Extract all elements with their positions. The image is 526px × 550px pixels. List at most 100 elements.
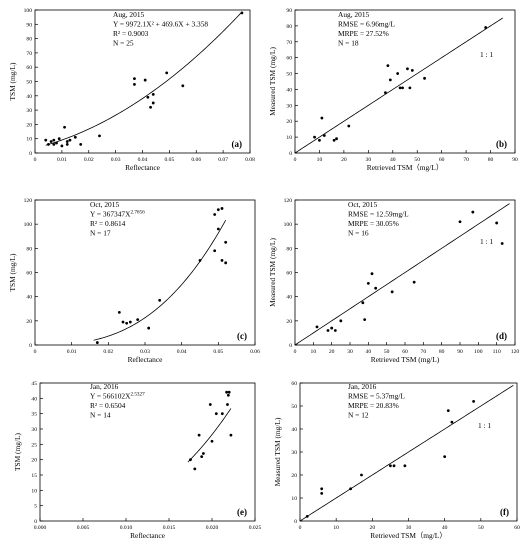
x-tick-label: 80 [488,157,494,163]
y-tick-label: 40 [31,396,37,402]
plot-frame [294,9,516,154]
data-point [181,84,185,88]
panel-label: (e) [237,507,247,517]
data-point [57,137,61,141]
one-to-one-line [294,17,503,154]
y-tick-label: 20 [291,473,297,479]
y-tick-label: 10 [286,135,292,141]
panel-label: (f) [500,507,509,517]
data-point [200,455,204,458]
y-tick-label: 40 [286,87,292,93]
data-point [401,86,404,90]
x-tick-label: 40 [442,525,448,531]
y-tick-label: 25 [31,442,37,448]
x-tick-label: 0.06 [191,157,201,163]
data-point [224,261,228,265]
x-tick-label: 60 [514,525,520,531]
y-tick-label: 40 [26,94,32,100]
x-tick-label: 50 [384,349,390,355]
annotation-line: Y = 9972.1X² + 469.6X + 3.358 [113,20,208,29]
x-tick-label: 0.01 [57,157,67,163]
data-point [305,515,309,518]
scatter-panel-d: 0 10 20 30 40 50 60 70 80 90 100 110 120 0 20 40 60 80 100… [268,198,519,364]
data-point [390,290,394,294]
x-tick-label: 20 [370,525,376,531]
x-tick-label: 20 [329,349,335,355]
data-point [360,473,363,477]
data-point [363,318,367,322]
data-point [366,281,370,285]
y-tick-label: 5 [34,504,37,510]
data-point [349,487,353,491]
regression-curve [187,408,232,463]
data-point [388,78,392,82]
annotation-line: R² = 0.8614 [90,219,126,228]
y-tick-label: 100 [24,222,33,228]
y-tick-label: 30 [31,427,37,433]
panel-label: (d) [496,331,507,341]
x-tick-label: 80 [439,349,445,355]
x-tick-label: 120 [511,349,520,355]
data-point [63,125,66,129]
plot-frame [34,199,256,346]
data-point [320,487,324,491]
data-point [73,135,77,139]
y-tick-label: 50 [286,72,292,78]
x-tick-label: 0.005 [77,525,90,531]
annotation-line: Oct, 2015 [90,200,119,209]
y-tick-label: 0 [289,343,292,349]
x-tick-label: 20 [341,157,347,163]
data-point [220,207,224,210]
x-tick-label: 10 [333,525,339,531]
y-tick-label: 30 [286,103,292,109]
data-point [133,82,136,86]
x-tick-label: 0.010 [120,525,133,531]
x-tick-label: 90 [457,349,463,355]
y-axis-label: Measured TSM (mg/L) [268,47,277,116]
data-point [47,143,50,146]
x-tick-label: 50 [478,525,484,531]
x-tick-label: 40 [390,157,396,163]
data-point [386,64,390,68]
data-point [146,95,150,99]
annotation-line: Aug, 2015 [113,10,145,19]
data-point [472,400,475,403]
data-point [95,341,99,344]
data-point [315,325,319,329]
data-point [198,259,202,262]
x-tick-label: 0.04 [177,349,187,355]
data-point [44,138,48,142]
data-point [65,140,69,143]
y-tick-label: 20 [286,119,292,125]
data-point [389,464,392,468]
y-tick-label: 100 [24,8,33,14]
y-tick-label: 80 [26,246,32,252]
annotation-line: RMSE = 12.59mg/L [348,210,409,219]
data-point [210,439,214,443]
data-point [495,221,499,225]
data-point [220,259,224,262]
y-axis-label: TSM (mg/L) [8,62,17,101]
data-point [370,272,374,276]
y-tick-label: 100 [284,222,293,228]
data-point [225,390,229,394]
y-tick-label: 0 [289,151,292,157]
x-tick-label: 0.06 [250,349,260,355]
x-tick-label: 40 [366,349,372,355]
data-point [347,124,351,128]
x-tick-label: 0.07 [218,157,228,163]
data-point [214,412,218,416]
annotation-line: Oct, 2015 [348,200,377,209]
annotation-line: RMSE = 6.96mg/L [338,20,395,29]
data-point [216,208,220,212]
data-point [406,67,409,71]
y-tick-label: 30 [291,450,297,456]
y-tick-label: 90 [286,8,292,14]
x-tick-label: 0.025 [249,525,262,531]
scatter-panel-c: 0 0.01 0.02 0.03 0.04 0.05 0.06 0 20 40 60 80 100 120… [8,198,260,364]
data-point [52,143,56,146]
y-tick-label: 10 [31,488,37,494]
y-tick-label: 20 [26,122,32,128]
y-tick-label: 80 [26,37,32,43]
data-point [224,240,228,244]
